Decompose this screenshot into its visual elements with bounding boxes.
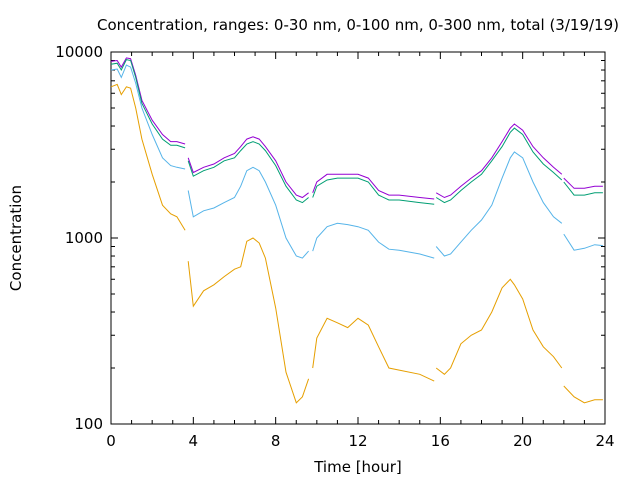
plot-frame xyxy=(110,51,606,425)
x-tick-label: 12 xyxy=(348,432,367,450)
x-tick-label: 16 xyxy=(431,432,450,450)
x-axis-label: Time [hour] xyxy=(313,458,402,476)
chart-title: Concentration, ranges: 0-30 nm, 0-100 nm… xyxy=(97,16,619,34)
series-line-3 xyxy=(187,166,309,259)
x-tick-label: 0 xyxy=(106,432,116,450)
series-line-4 xyxy=(187,237,310,404)
y-tick-label: 100 xyxy=(74,415,103,433)
series-line-4 xyxy=(435,278,563,375)
series-line-1 xyxy=(187,136,309,199)
axis-ticks: 0 4 8 12 16 20 24 100 1000 10000 xyxy=(55,43,614,450)
x-tick-label: 20 xyxy=(513,432,532,450)
series-group xyxy=(110,57,603,404)
series-line-3 xyxy=(435,151,563,257)
series-line-4 xyxy=(312,317,435,382)
series-line-2 xyxy=(563,181,603,196)
x-tick-label: 24 xyxy=(595,432,614,450)
series-line-1 xyxy=(563,177,603,189)
series-line-3 xyxy=(563,233,603,251)
series-line-2 xyxy=(312,177,435,205)
series-line-2 xyxy=(187,141,309,204)
series-line-4 xyxy=(563,385,603,404)
series-line-2 xyxy=(435,127,563,204)
series-line-1 xyxy=(312,173,435,200)
series-line-3 xyxy=(110,64,186,170)
y-axis-label: Concentration xyxy=(7,185,25,291)
series-line-1 xyxy=(110,57,186,145)
series-line-4 xyxy=(110,83,186,231)
y-tick-label: 10000 xyxy=(55,43,103,61)
series-line-2 xyxy=(110,59,186,149)
series-line-3 xyxy=(312,222,435,259)
y-tick-label: 1000 xyxy=(65,229,103,247)
series-line-1 xyxy=(435,123,563,199)
x-tick-label: 8 xyxy=(271,432,281,450)
x-tick-label: 4 xyxy=(189,432,199,450)
